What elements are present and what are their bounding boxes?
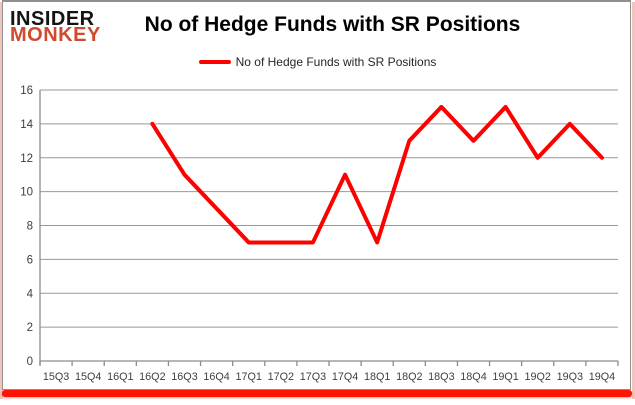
svg-text:16: 16 (20, 85, 33, 97)
legend-line-icon (198, 60, 231, 64)
svg-text:12: 12 (20, 153, 33, 165)
left-edge-accent (0, 2, 3, 399)
svg-text:18Q1: 18Q1 (364, 371, 390, 383)
gridlines (40, 89, 618, 362)
svg-text:10: 10 (20, 187, 33, 199)
bottom-accent-bar (2, 390, 632, 397)
svg-text:15Q3: 15Q3 (43, 371, 69, 383)
y-axis-labels: 0 2 4 6 8 10 12 14 16 (20, 85, 33, 368)
axes (39, 90, 619, 366)
insider-monkey-logo: INSIDER MONKEY (10, 7, 101, 46)
chart-title: No of Hedge Funds with SR Positions (144, 13, 521, 36)
svg-text:4: 4 (27, 288, 34, 300)
svg-text:0: 0 (27, 356, 33, 368)
svg-text:15Q4: 15Q4 (75, 371, 101, 383)
svg-text:6: 6 (27, 254, 33, 266)
svg-text:8: 8 (27, 221, 33, 233)
svg-text:16Q4: 16Q4 (203, 371, 229, 383)
logo-insider-text: INSIDER (10, 7, 95, 31)
svg-text:19Q1: 19Q1 (492, 371, 518, 383)
svg-text:16Q3: 16Q3 (171, 371, 197, 383)
logo-monkey-text: MONKEY (10, 24, 101, 46)
svg-text:18Q3: 18Q3 (428, 371, 454, 383)
svg-text:14: 14 (20, 119, 33, 131)
series-line (150, 104, 604, 245)
x-axis-labels: 15Q3 15Q4 16Q1 16Q2 16Q3 16Q4 17Q1 17Q2 17Q3 17Q4… (43, 371, 615, 383)
svg-text:19Q3: 19Q3 (557, 371, 583, 383)
svg-text:19Q4: 19Q4 (589, 371, 615, 383)
svg-text:16Q1: 16Q1 (107, 371, 133, 383)
svg-text:2: 2 (27, 322, 33, 334)
svg-text:19Q2: 19Q2 (525, 371, 551, 383)
chart-legend: No of Hedge Funds with SR Positions (0, 55, 635, 69)
svg-text:16Q2: 16Q2 (139, 371, 165, 383)
right-edge-accent (632, 2, 635, 399)
svg-text:18Q2: 18Q2 (396, 371, 422, 383)
svg-text:17Q2: 17Q2 (268, 371, 294, 383)
svg-text:18Q4: 18Q4 (460, 371, 486, 383)
svg-text:17Q1: 17Q1 (236, 371, 262, 383)
svg-text:17Q4: 17Q4 (332, 371, 358, 383)
legend-label: No of Hedge Funds with SR Positions (235, 55, 437, 69)
svg-text:17Q3: 17Q3 (300, 371, 326, 383)
